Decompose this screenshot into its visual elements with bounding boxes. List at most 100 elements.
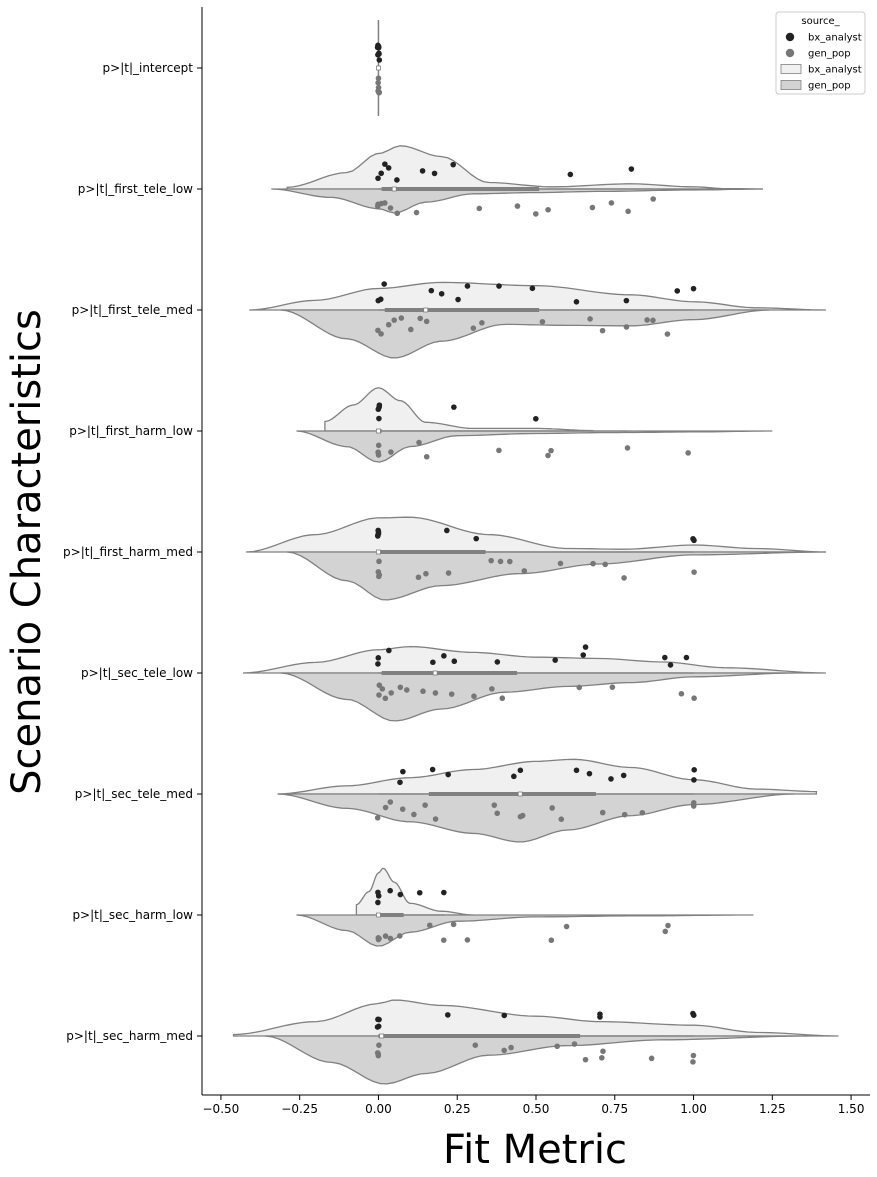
point-gen_pop-4-6 bbox=[445, 570, 452, 576]
legend-label-0: bx_analyst bbox=[808, 33, 862, 44]
point-bx_analyst-1-5 bbox=[419, 168, 426, 174]
x-axis-title: Fit Metric bbox=[443, 1127, 627, 1173]
box-median-6 bbox=[517, 791, 523, 797]
box-median-8 bbox=[379, 1033, 385, 1039]
point-gen_pop-7-10 bbox=[548, 937, 555, 944]
point-gen_pop-3-4 bbox=[416, 439, 422, 446]
point-gen_pop-6-13 bbox=[599, 809, 606, 816]
point-gen_pop-2-12 bbox=[599, 327, 606, 334]
point-gen_pop-1-8 bbox=[514, 203, 521, 209]
y-tick-label-6: p>|t|_sec_tele_med bbox=[75, 787, 193, 801]
point-bx_analyst-2-6 bbox=[464, 283, 471, 289]
x-tick-label-7: 1.25 bbox=[759, 1102, 786, 1116]
point-bx_analyst-7-6 bbox=[441, 889, 447, 896]
point-gen_pop-4-14 bbox=[621, 575, 627, 581]
point-gen_pop-4-9 bbox=[507, 558, 513, 565]
point-bx_analyst-3-4 bbox=[451, 404, 457, 410]
point-bx_analyst-2-5 bbox=[455, 296, 461, 303]
point-bx_analyst-3-2 bbox=[375, 406, 382, 413]
point-gen_pop-6-8 bbox=[494, 810, 501, 817]
x-tick-label-5: 0.75 bbox=[601, 1102, 628, 1116]
point-gen_pop-2-14 bbox=[644, 317, 650, 323]
point-gen_pop-1-9 bbox=[532, 211, 539, 217]
point-gen_pop-8-6 bbox=[508, 1044, 514, 1051]
point-bx_analyst-5-11 bbox=[667, 662, 674, 668]
point-gen_pop-2-1 bbox=[378, 331, 384, 337]
box-iqr-5 bbox=[381, 671, 518, 675]
point-gen_pop-1-12 bbox=[608, 200, 615, 206]
point-bx_analyst-1-1 bbox=[378, 170, 384, 177]
legend-title: source_ bbox=[801, 16, 840, 27]
axes: p>|t|_intercept p>|t|_first_tele_low p>|t|… bbox=[63, 7, 870, 1116]
point-gen_pop-7-3 bbox=[382, 933, 389, 939]
violin-bx_analyst-1 bbox=[286, 145, 763, 190]
point-gen_pop-6-12 bbox=[558, 816, 565, 822]
point-gen_pop-1-14 bbox=[650, 196, 657, 202]
point-gen_pop-3-2 bbox=[375, 449, 381, 456]
point-bx_analyst-8-3 bbox=[376, 1016, 382, 1023]
point-gen_pop-2-8 bbox=[470, 325, 477, 331]
point-bx_analyst-2-2 bbox=[381, 281, 387, 287]
point-gen_pop-4-15 bbox=[691, 569, 697, 575]
point-gen_pop-5-7 bbox=[420, 688, 426, 695]
point-bx_analyst-5-0 bbox=[375, 655, 382, 661]
point-gen_pop-5-15 bbox=[678, 690, 685, 697]
point-bx_analyst-5-10 bbox=[662, 654, 668, 661]
point-gen_pop-3-5 bbox=[423, 453, 430, 460]
y-tick-label-8: p>|t|_sec_harm_med bbox=[66, 1029, 193, 1043]
point-gen_pop-8-13 bbox=[690, 1059, 696, 1065]
point-bx_analyst-2-1 bbox=[377, 296, 384, 303]
violin-bx_analyst-8 bbox=[232, 999, 839, 1037]
point-gen_pop-8-5 bbox=[501, 1047, 507, 1054]
point-gen_pop-5-4 bbox=[388, 690, 395, 696]
violin-gen_pop-1 bbox=[271, 188, 763, 214]
x-tick-label-1: −0.25 bbox=[281, 1102, 318, 1116]
point-bx_analyst-6-5 bbox=[517, 767, 524, 774]
point-bx_analyst-2-8 bbox=[529, 285, 536, 292]
point-gen_pop-6-0 bbox=[374, 814, 381, 821]
point-gen_pop-8-8 bbox=[571, 1041, 578, 1047]
point-gen_pop-2-7 bbox=[423, 318, 430, 325]
point-bx_analyst-1-9 bbox=[628, 166, 635, 172]
point-bx_analyst-5-8 bbox=[580, 652, 587, 658]
point-bx_analyst-2-3 bbox=[428, 287, 435, 294]
point-gen_pop-5-9 bbox=[448, 691, 455, 697]
point-gen_pop-2-3 bbox=[391, 317, 397, 323]
violin-bx_analyst-3 bbox=[324, 387, 594, 432]
point-bx_analyst-5-5 bbox=[451, 658, 458, 665]
point-bx_analyst-6-9 bbox=[620, 772, 627, 779]
point-bx_analyst-5-3 bbox=[430, 659, 436, 666]
legend-marker-1 bbox=[785, 48, 795, 58]
y-tick-label-4: p>|t|_first_harm_med bbox=[63, 545, 193, 559]
point-gen_pop-5-5 bbox=[397, 684, 404, 691]
point-bx_analyst-1-2 bbox=[382, 161, 388, 167]
point-gen_pop-5-1 bbox=[376, 692, 382, 698]
point-bx_analyst-5-2 bbox=[386, 647, 392, 654]
point-gen_pop-6-5 bbox=[422, 802, 428, 808]
x-tick-label-4: 0.50 bbox=[523, 1102, 550, 1116]
point-bx_analyst-5-4 bbox=[441, 653, 447, 659]
point-bx_analyst-1-4 bbox=[394, 177, 400, 183]
point-bx_analyst-8-9 bbox=[690, 1010, 696, 1017]
point-bx_analyst-6-10 bbox=[691, 767, 697, 773]
point-gen_pop-3-8 bbox=[548, 447, 554, 454]
point-bx_analyst-8-4 bbox=[444, 1012, 451, 1018]
point-gen_pop-4-13 bbox=[602, 561, 609, 568]
x-tick-label-8: 1.50 bbox=[838, 1102, 865, 1116]
point-gen_pop-7-7 bbox=[440, 937, 447, 943]
box-iqr-1 bbox=[381, 187, 540, 191]
legend-marker-0 bbox=[785, 32, 795, 42]
legend-label-2: bx_analyst bbox=[808, 65, 862, 76]
point-gen_pop-6-15 bbox=[639, 809, 646, 816]
legend-patch-3 bbox=[780, 80, 802, 90]
point-bx_analyst-5-9 bbox=[582, 644, 589, 650]
violin-gen_pop-5 bbox=[280, 672, 795, 722]
point-gen_pop-5-11 bbox=[489, 686, 495, 692]
point-bx_analyst-5-6 bbox=[494, 659, 501, 665]
violin-gen_pop-4 bbox=[287, 551, 826, 601]
point-gen_pop-3-10 bbox=[685, 450, 691, 456]
point-gen_pop-5-8 bbox=[432, 690, 439, 696]
point-bx_analyst-7-2 bbox=[375, 889, 381, 896]
point-gen_pop-2-5 bbox=[408, 326, 414, 333]
point-bx_analyst-6-4 bbox=[511, 773, 517, 780]
